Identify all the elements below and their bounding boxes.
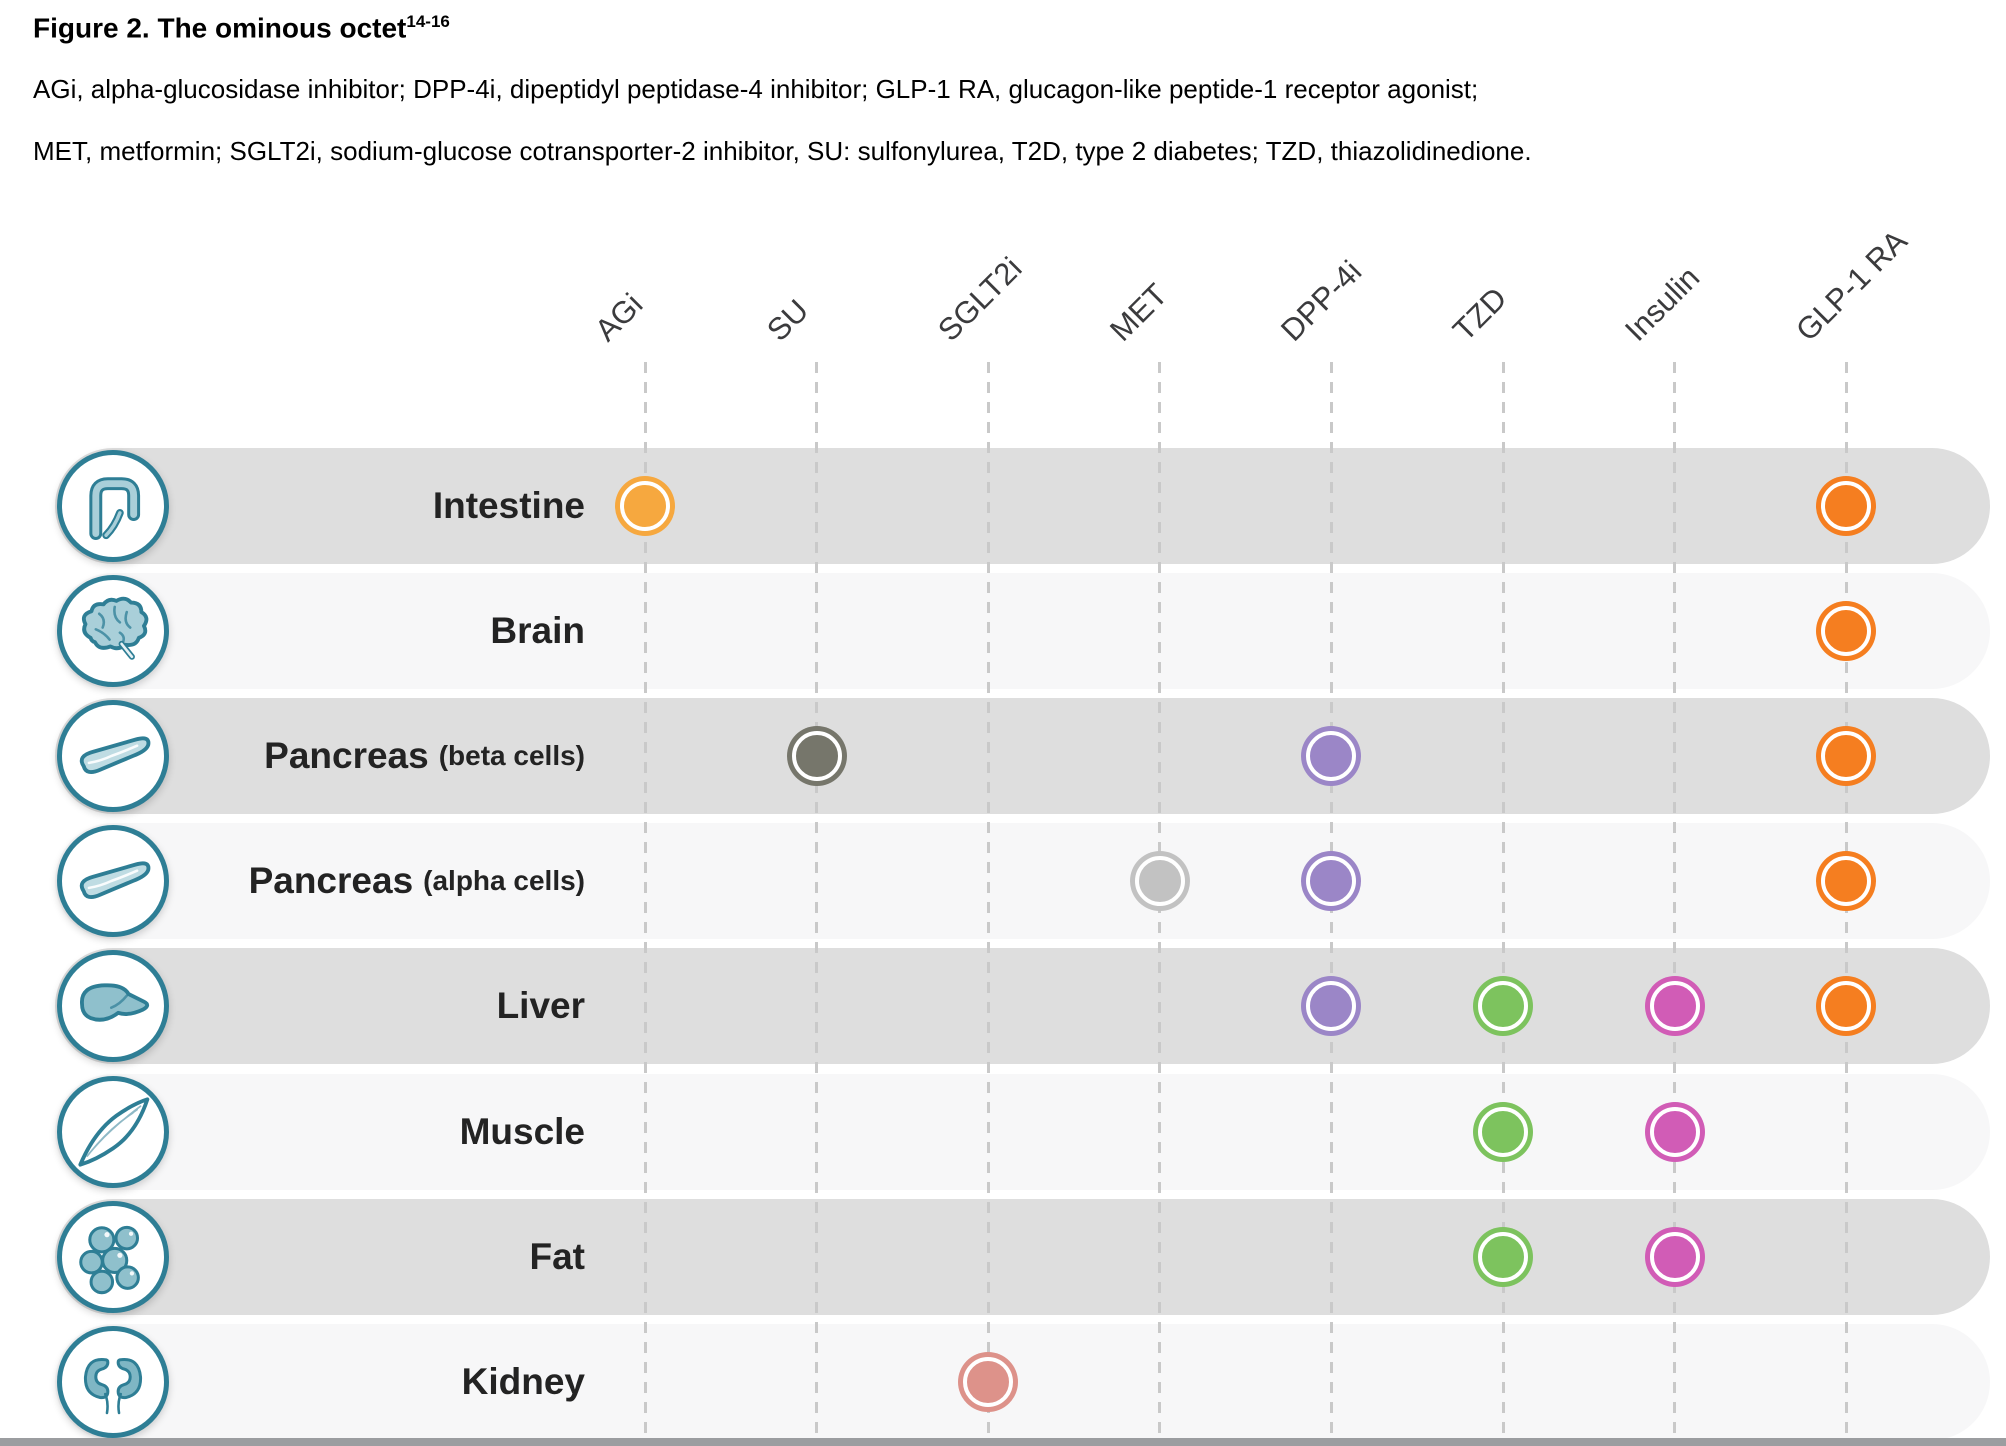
organ-name: Intestine [432, 485, 585, 526]
row-label-kidney: Kidney [120, 1324, 585, 1440]
column-header-agi: AGi [588, 286, 650, 348]
row-pancreas-beta-cells [55, 698, 1990, 815]
row-pancreas-alpha-cells [55, 823, 1990, 940]
dot-intestine-agi [615, 476, 675, 536]
dot-intestine-glp1ra [1816, 476, 1877, 536]
row-label-pancreas-alpha-cells: Pancreas (alpha cells) [120, 823, 585, 939]
row-intestine [55, 448, 1990, 564]
dot-kidney-sglt2i [958, 1351, 1019, 1412]
dot-muscle-insulin [1644, 1101, 1705, 1162]
row-label-pancreas-beta-cells: Pancreas (beta cells) [120, 698, 585, 814]
dot-pancreas-beta-cells-su [786, 726, 847, 787]
row-label-fat: Fat [120, 1199, 586, 1315]
pancreas-icon [57, 700, 169, 813]
row-label-muscle: Muscle [120, 1074, 585, 1190]
organ-name: Pancreas [264, 735, 429, 777]
dot-muscle-tzd [1473, 1101, 1533, 1162]
dot-pancreas-alpha-cells-met [1129, 851, 1190, 912]
row-label-liver: Liver [120, 948, 585, 1064]
kidney-icon [57, 1325, 169, 1438]
dot-fat-tzd [1473, 1226, 1533, 1287]
row-brain [55, 573, 1990, 690]
dot-liver-tzd [1473, 976, 1533, 1037]
organ-name: Pancreas [248, 860, 414, 902]
intestine-icon [57, 450, 169, 562]
fat-icon [57, 1200, 169, 1313]
column-header-insulin: Insulin [1617, 259, 1706, 348]
organ-name: Fat [529, 1235, 586, 1277]
organ-name: Brain [490, 610, 585, 652]
figure-title-reference: 14-16 [406, 12, 450, 31]
column-gridline-sglt2i [986, 362, 990, 1446]
abbreviation-line-2: MET, metformin; SGLT2i, sodium-glucose c… [33, 136, 1532, 166]
dot-pancreas-alpha-cells-glp1ra [1816, 851, 1877, 912]
column-header-met: MET [1102, 276, 1174, 348]
column-gridline-insulin [1673, 362, 1677, 1446]
pancreas-icon [57, 825, 169, 938]
organ-subtitle: (beta cells) [438, 740, 585, 772]
organ-name: Liver [496, 985, 585, 1027]
brain-icon [57, 575, 169, 688]
column-gridline-agi [643, 362, 647, 1446]
bottom-strip [0, 1438, 2006, 1446]
row-kidney [55, 1323, 1990, 1440]
column-header-su: SU [759, 292, 815, 348]
abbreviation-line-1: AGi, alpha-glucosidase inhibitor; DPP-4i… [33, 74, 1479, 104]
row-label-brain: Brain [120, 573, 585, 689]
organ-name: Muscle [459, 1110, 585, 1152]
column-header-tzd: TZD [1446, 280, 1514, 348]
liver-icon [57, 950, 169, 1063]
organ-subtitle: (alpha cells) [423, 865, 585, 897]
figure-title-text: Figure 2. The ominous octet [33, 12, 407, 44]
organ-name: Kidney [461, 1360, 585, 1402]
column-gridline-tzd [1501, 362, 1505, 1446]
dot-liver-glp1ra [1816, 976, 1877, 1037]
dot-fat-insulin [1644, 1226, 1705, 1287]
column-header-glp1ra: GLP-1 RA [1789, 223, 1914, 348]
dot-pancreas-alpha-cells-dpp4i [1301, 851, 1362, 912]
column-header-dpp4i: DPP-4i [1274, 253, 1369, 348]
dot-liver-dpp4i [1301, 976, 1362, 1037]
dot-liver-insulin [1644, 976, 1705, 1037]
muscle-icon [57, 1075, 169, 1188]
dot-pancreas-beta-cells-glp1ra [1816, 726, 1877, 787]
figure-title: Figure 2. The ominous octet14-16 [33, 12, 450, 44]
dot-brain-glp1ra [1816, 601, 1877, 662]
column-header-sglt2i: SGLT2i [931, 250, 1029, 348]
dot-pancreas-beta-cells-dpp4i [1301, 726, 1362, 787]
column-gridline-su [815, 362, 819, 1446]
row-label-intestine: Intestine [120, 448, 585, 564]
